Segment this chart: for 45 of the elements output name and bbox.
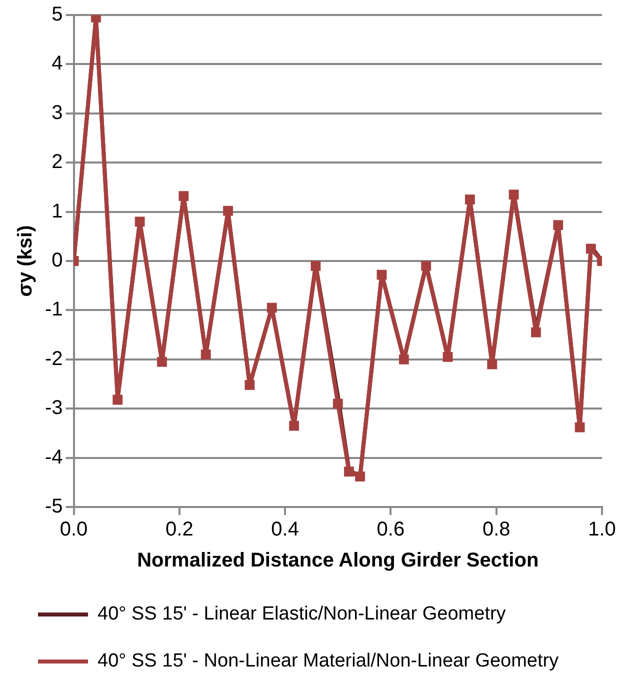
x-axis-title: Normalized Distance Along Girder Section xyxy=(137,550,539,572)
y-tick-label: 0 xyxy=(52,250,63,272)
point xyxy=(586,244,596,254)
point xyxy=(355,472,366,482)
point xyxy=(398,354,409,364)
point xyxy=(332,398,343,409)
y-tick-label: 2 xyxy=(52,151,63,174)
x-tick-label: 0.6 xyxy=(376,518,405,541)
point xyxy=(531,327,541,338)
y-tick-label: -5 xyxy=(44,496,63,518)
y-tick-label: -4 xyxy=(44,446,63,468)
y-tick-label: -2 xyxy=(44,348,63,370)
point xyxy=(464,194,475,204)
x-tick-label: 0.4 xyxy=(271,518,299,541)
point xyxy=(134,216,145,227)
y-tick-label: 4 xyxy=(52,52,63,75)
y-axis-title: σy (ksi) xyxy=(14,225,37,297)
y-tick-label: -3 xyxy=(44,397,63,420)
point xyxy=(487,359,498,370)
point xyxy=(508,190,519,200)
point xyxy=(553,220,564,230)
y-tick-label: 5 xyxy=(52,4,63,26)
y-tick-label: -1 xyxy=(44,298,63,321)
point xyxy=(421,260,432,271)
x-tick-label: 0.0 xyxy=(60,518,88,541)
legend-label: 40° SS 15' - Non-Linear Material/Non-Linear Geometry xyxy=(98,650,560,672)
point xyxy=(223,206,233,216)
point xyxy=(200,350,211,360)
legend-label: 40° SS 15' - Linear Elastic/Non-Linear Geometry xyxy=(98,604,506,625)
point xyxy=(178,191,189,202)
point xyxy=(376,270,387,280)
y-tick-label: 1 xyxy=(52,200,63,222)
point xyxy=(574,422,585,432)
point xyxy=(289,420,299,431)
y-tick-label: 3 xyxy=(52,102,63,124)
point xyxy=(344,466,354,477)
point xyxy=(266,302,277,313)
point xyxy=(244,380,255,390)
point xyxy=(112,394,123,405)
point xyxy=(157,356,167,367)
x-tick-label: 0.2 xyxy=(166,518,194,541)
point xyxy=(442,352,453,362)
x-tick-label: 1.0 xyxy=(588,518,616,541)
point xyxy=(310,260,321,271)
x-tick-label: 0.8 xyxy=(482,518,510,541)
